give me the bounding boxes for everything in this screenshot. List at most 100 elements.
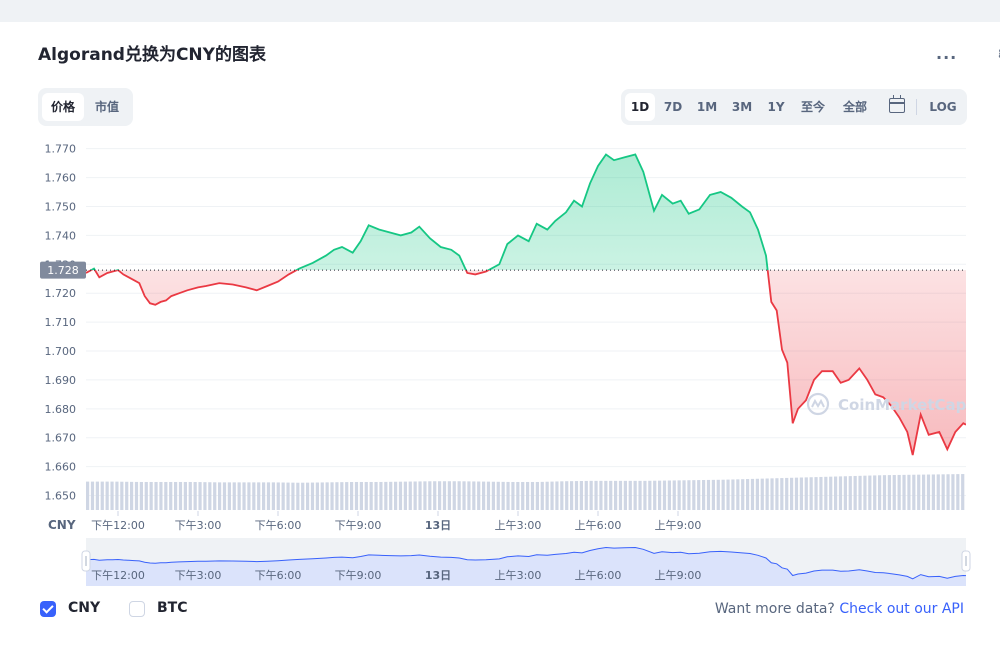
volume-bar [442,481,447,510]
volume-bar [86,481,90,510]
volume-bar [100,481,104,510]
cny-legend-label: CNY [68,600,101,616]
volume-bar [266,482,271,510]
volume-bar [262,482,266,510]
volume-bar [609,480,613,510]
volume-bar [462,481,466,510]
more-options-icon[interactable]: ... [936,44,958,63]
log-scale-button[interactable]: LOG [929,100,957,114]
range-navigator: 下午12:00 下午3:00 下午6:00 下午9:00 13日 上午3:00 上午6:00… [81,538,971,586]
volume-bar [467,481,471,510]
range-3m-button[interactable]: 3M [731,100,753,114]
volume-bar [843,476,847,510]
volume-bar [218,482,222,510]
price-area-up [86,154,966,271]
range-7d-button[interactable]: 7D [663,100,683,114]
api-link[interactable]: Check out our API [839,601,964,617]
volume-bar [364,481,368,510]
price-toggle-button[interactable]: 价格 [42,93,84,121]
volume-bar [203,482,207,510]
x-axis: 下午12:00 下午3:00 下午6:00 下午9:00 13日 上午3:00 上午6:00… [91,511,701,532]
volume-bar [628,480,632,510]
volume-bar [907,474,911,510]
volume-bar [887,475,891,510]
volume-bar [178,481,183,510]
volume-bar [838,476,843,510]
edge-fragment: ｇ [996,42,1000,58]
volume-bar [799,477,803,510]
volume-bar [281,482,285,510]
chart-type-toggle: 价格 市值 [38,88,133,126]
volume-bar [252,482,256,510]
volume-bar [574,481,579,510]
x-tick-label: 下午3:00 [175,519,222,532]
volume-bar [912,474,916,510]
volume-bar [193,482,197,510]
btc-checkbox[interactable] [129,601,145,617]
volume-bar [736,479,740,510]
volume-bar [149,481,153,510]
volume-bar [706,479,711,510]
volume-bar [232,482,236,510]
volume-bar [237,482,241,510]
volume-bar [433,481,437,510]
volume-bar [345,482,349,510]
volume-bar [491,481,495,510]
volume-bar [535,481,539,510]
volume-bar [643,480,647,510]
volume-bar [760,478,764,510]
watermark-logo-icon [806,392,830,416]
range-1d-button[interactable]: 1D [625,93,655,121]
watermark: CoinMarketCap [806,392,967,416]
range-1y-button[interactable]: 1Y [767,100,785,114]
price-line-up [89,153,769,271]
volume-bar [144,481,148,510]
volume-bar [780,478,784,510]
y-tick-label: 1.680 [45,403,77,416]
range-ytd-button[interactable]: 至今 [800,100,825,114]
volume-bar [154,481,158,510]
volume-bar [120,481,124,510]
volume-bar [530,481,535,510]
volume-bar [746,479,750,510]
volume-bar [447,481,451,510]
volume-bar [486,481,491,510]
cny-checkbox[interactable] [40,601,56,617]
volume-bar [545,481,549,510]
volume-bar [618,480,623,510]
volume-bar [335,482,339,510]
volume-bar [565,481,569,510]
market-cap-toggle-button[interactable]: 市值 [94,100,119,114]
range-all-button[interactable]: 全部 [842,100,867,114]
volume-bar [829,476,833,510]
range-1m-button[interactable]: 1M [696,100,718,114]
volume-bar [687,480,691,510]
volume-bar [159,481,163,510]
volume-bar [882,475,887,510]
volume-bar [320,482,324,510]
navigator-tick-label: 下午9:00 [335,569,382,582]
x-tick-label: 下午12:00 [91,519,145,532]
volume-bar [858,475,862,510]
reference-label: 1.728 [47,264,79,277]
volume-bar [570,481,574,510]
volume-bar [188,481,192,510]
more-data-footer: Want more data? Check out our API [715,601,964,617]
watermark-logo-mark [811,398,825,408]
volume-bar [164,481,168,510]
calendar-icon[interactable] [889,95,905,113]
volume-bar [296,482,300,510]
volume-bar [936,474,940,510]
volume-bar [917,474,921,510]
volume-bar [183,481,187,510]
range-selector: 1D 7D 1M 3M 1Y 至今 全部 LOG [621,89,967,125]
y-tick-label: 1.650 [45,490,77,503]
volume-bar [878,475,882,510]
volume-bar [770,478,774,510]
volume-bar [208,482,212,510]
x-tick-label: 上午3:00 [495,519,542,532]
volume-bar [633,480,637,510]
volume-bar [457,481,461,510]
volume-bar [330,482,334,510]
